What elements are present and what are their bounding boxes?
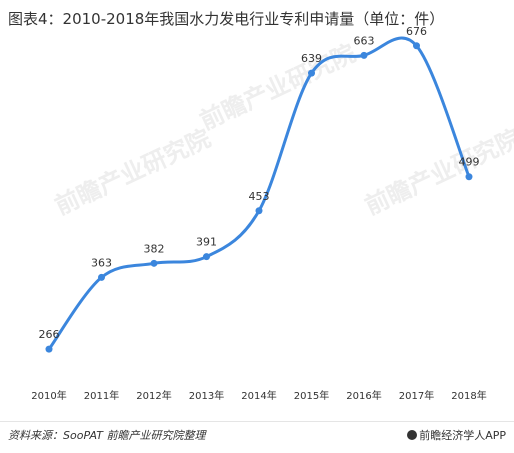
data-point bbox=[465, 173, 473, 181]
x-tick-label: 2013年 bbox=[189, 389, 224, 402]
data-point bbox=[150, 259, 158, 267]
data-point bbox=[308, 69, 315, 77]
footer-source: 资料来源：SooPAT 前瞻产业研究院整理 bbox=[8, 429, 206, 442]
data-point bbox=[360, 51, 368, 59]
data-label: 266 bbox=[39, 328, 60, 341]
data-label: 363 bbox=[91, 256, 112, 269]
watermark-text: 前瞻产业研究院 bbox=[196, 39, 360, 135]
data-point bbox=[203, 253, 210, 261]
data-label: 453 bbox=[249, 190, 270, 203]
data-point bbox=[45, 345, 53, 353]
x-tick-label: 2012年 bbox=[136, 389, 171, 402]
x-tick-label: 2017年 bbox=[399, 389, 434, 402]
x-tick-label: 2016年 bbox=[346, 389, 381, 402]
footer-divider bbox=[0, 421, 514, 422]
x-tick-label: 2010年 bbox=[31, 389, 66, 402]
series-line bbox=[47, 36, 471, 351]
data-point bbox=[255, 207, 263, 215]
data-label: 663 bbox=[354, 34, 375, 47]
data-label: 676 bbox=[406, 25, 427, 38]
data-label: 382 bbox=[144, 242, 165, 255]
data-point bbox=[413, 42, 420, 50]
x-tick-label: 2018年 bbox=[451, 389, 486, 402]
footer-brand: 前瞻经济学人APP bbox=[407, 427, 506, 443]
x-tick-label: 2015年 bbox=[294, 389, 329, 402]
watermark-text: 前瞻产业研究院 bbox=[51, 124, 215, 220]
x-axis-ticks: 2010年 2011年 2012年 2013年 2014年 2015年 2016年 2017年… bbox=[31, 389, 486, 402]
data-point bbox=[98, 273, 105, 281]
data-label: 639 bbox=[301, 52, 322, 65]
data-label: 499 bbox=[459, 156, 480, 169]
x-tick-label: 2014年 bbox=[241, 389, 276, 402]
data-labels-layer: 266 363 382 391 453 639 663 676 499 bbox=[39, 25, 480, 341]
chart-title: 图表4：2010-2018年我国水力发电行业专利申请量（单位：件） bbox=[8, 10, 445, 28]
footer-brand-label: 前瞻经济学人APP bbox=[419, 429, 506, 442]
watermark-text: 前瞻产业研究院 bbox=[361, 124, 514, 220]
x-tick-label: 2011年 bbox=[84, 389, 119, 402]
brand-logo-icon bbox=[407, 430, 418, 440]
series-layer bbox=[45, 36, 473, 353]
data-label: 391 bbox=[196, 236, 217, 249]
